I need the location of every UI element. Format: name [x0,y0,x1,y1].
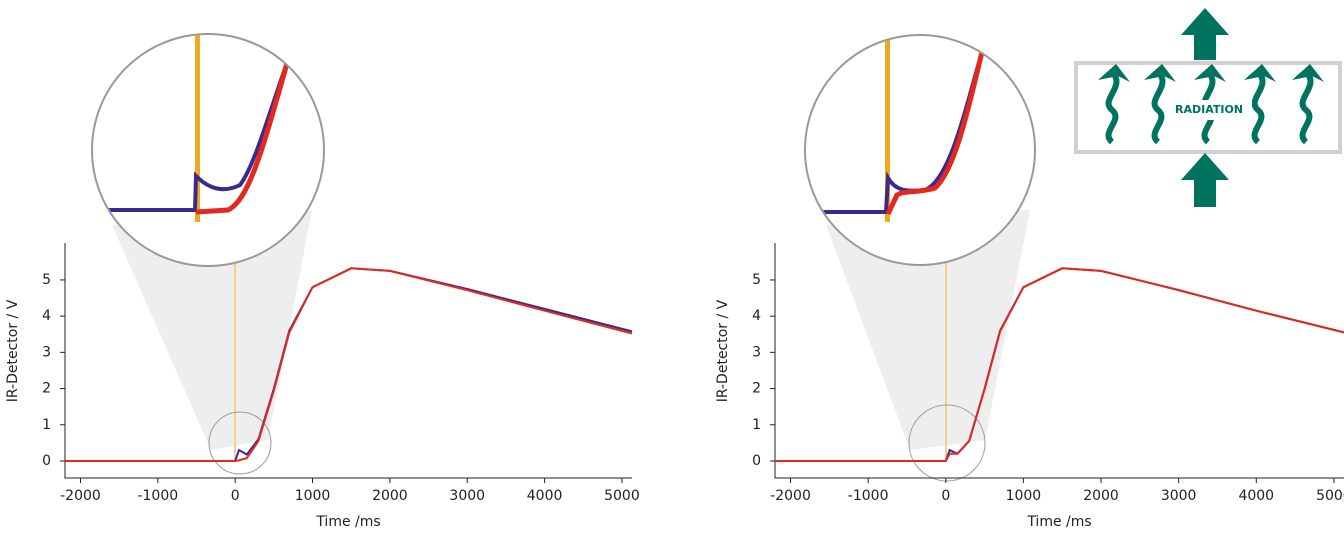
zoom-left [91,33,325,475]
x-tick-label: 5000 [604,488,640,504]
series-line [65,267,633,462]
y-tick-label: 1 [42,417,51,433]
series-line [775,267,1344,462]
y-tick-label: 4 [42,308,51,324]
y-tick-label: 1 [752,417,761,433]
x-axis-title: Time /ms [315,514,380,530]
y-tick-label: 0 [42,453,51,469]
x-tick-label: 2000 [1083,488,1119,504]
x-tick-label: 4000 [527,488,563,504]
x-tick-label: 1000 [1006,488,1042,504]
zoom-right [804,34,1036,482]
annotation: RADIATION [1175,103,1243,116]
x-tick-label: -2000 [60,488,101,504]
y-tick-label: 5 [752,272,761,288]
y-tick-label: 3 [752,344,761,360]
x-tick-label: 2000 [372,488,408,504]
axes [774,243,1344,479]
x-tick-label: 0 [231,488,240,504]
x-tick-label: 5000 [1316,488,1344,504]
y-tick-label: 5 [42,272,51,288]
x-tick-label: 3000 [449,488,485,504]
y-tick-label: 2 [42,381,51,397]
x-tick-label: 4000 [1238,488,1274,504]
axes [64,243,632,479]
x-axis-title: Time /ms [1026,514,1091,530]
y-tick-label: 2 [752,381,761,397]
x-tick-label: 0 [941,488,950,504]
y-axis-title: IR-Detector / V [5,299,21,402]
x-tick-label: 1000 [295,488,331,504]
y-tick-label: 3 [42,344,51,360]
x-tick-label: -1000 [848,488,889,504]
x-tick-label: -1000 [137,488,178,504]
radiation-diagram [1074,8,1342,207]
y-tick-label: 0 [752,453,761,469]
x-tick-label: 3000 [1161,488,1197,504]
y-tick-label: 4 [752,308,761,324]
y-axis-title: IR-Detector / V [715,299,731,402]
x-tick-label: -2000 [770,488,811,504]
